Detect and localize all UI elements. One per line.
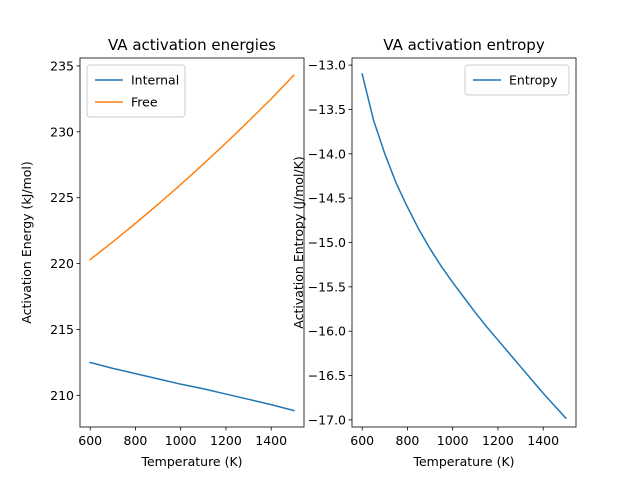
x-tick-label: 600	[78, 433, 102, 448]
legend-label: Entropy	[509, 73, 558, 88]
plot-frame	[79, 57, 305, 428]
y-tick-label: −16.0	[308, 324, 346, 339]
x-tick-label: 800	[124, 433, 148, 448]
right-chart: 600 800 1000 1200 1400 −13.0 −13.5 −14.0 −14.5 −1…	[291, 36, 577, 469]
series-line-internal	[89, 361, 295, 412]
x-axis-label: Temperature (K)	[140, 454, 242, 469]
y-tick-label: 225	[50, 190, 74, 205]
x-tick-label: 600	[350, 433, 374, 448]
y-tick-label: −13.5	[308, 102, 346, 117]
y-tick-label: −15.0	[308, 235, 346, 250]
x-tick-label: 1200	[210, 433, 242, 448]
y-tick-label: −13.0	[308, 58, 346, 73]
x-tick-label: 800	[396, 433, 420, 448]
series-line-entropy	[361, 73, 567, 420]
series-line-free	[89, 74, 295, 261]
x-tick-label: 1400	[527, 433, 559, 448]
left-chart: 600 800 1000 1200 1400 210 215 220 225 230 235 VA a…	[19, 36, 305, 469]
x-axis-label: Temperature (K)	[412, 454, 514, 469]
x-tick-label: 1000	[437, 433, 469, 448]
chart-title: VA activation entropy	[383, 36, 545, 54]
y-tick-label: 220	[50, 256, 74, 271]
y-axis-label: Activation Energy (kJ/mol)	[19, 161, 34, 323]
x-tick-label: 1400	[255, 433, 287, 448]
y-tick-label: 210	[50, 388, 74, 403]
x-tick-label: 1200	[482, 433, 514, 448]
y-tick-label: −14.0	[308, 146, 346, 161]
y-tick-label: −14.5	[308, 191, 346, 206]
y-tick-label: 215	[50, 322, 74, 337]
y-tick-label: 235	[50, 58, 74, 73]
legend-box	[86, 64, 186, 118]
y-tick-label: −16.5	[308, 368, 346, 383]
y-tick-label: −17.0	[308, 412, 346, 427]
legend-box	[464, 64, 570, 96]
y-axis-label: Activation Entropy (J/mol/K)	[291, 156, 306, 328]
x-tick-label: 1000	[165, 433, 197, 448]
legend-label: Internal	[131, 73, 179, 88]
chart-title: VA activation energies	[108, 36, 276, 54]
y-tick-label: −15.5	[308, 279, 346, 294]
legend-label: Free	[131, 95, 158, 110]
y-tick-label: 230	[50, 124, 74, 139]
